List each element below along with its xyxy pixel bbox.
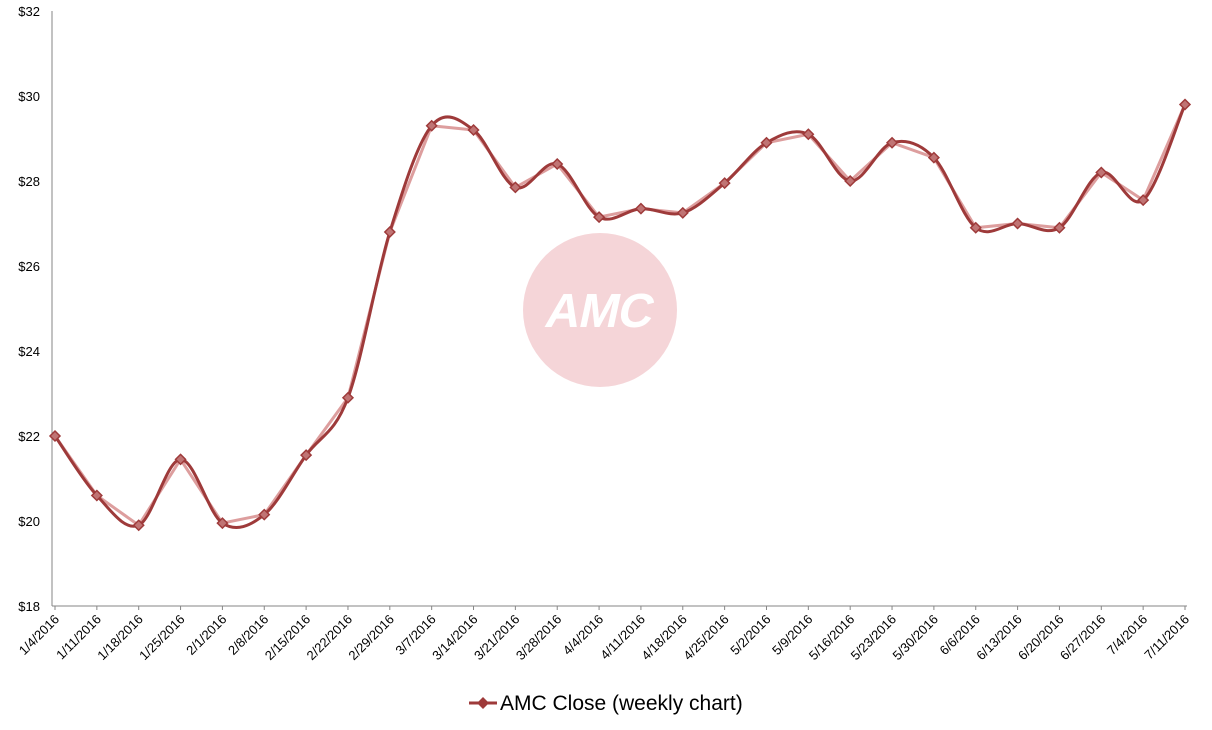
data-point-marker	[844, 174, 857, 188]
data-point-marker	[885, 136, 899, 149]
data-point-marker	[216, 517, 229, 530]
watermark-logo: AMC	[523, 233, 677, 387]
data-point-marker	[1011, 217, 1024, 230]
data-point-marker	[718, 177, 731, 190]
axes	[51, 11, 1187, 607]
x-tick-label: 4/25/2016	[680, 612, 732, 664]
data-point-marker	[425, 119, 438, 132]
data-point-marker	[760, 136, 773, 149]
data-point-marker	[802, 128, 815, 141]
legend: AMC Close (weekly chart)	[469, 692, 743, 715]
data-point-marker	[132, 519, 145, 532]
data-point-marker	[676, 206, 689, 219]
data-point-marker	[927, 151, 940, 164]
data-point-marker	[509, 181, 522, 194]
watermark-circle	[523, 233, 677, 387]
y-tick-label: $20	[18, 514, 40, 529]
data-point-marker	[1053, 221, 1066, 234]
data-point-marker	[48, 429, 62, 443]
data-point-marker	[1178, 98, 1192, 111]
data-point-marker	[969, 221, 982, 234]
data-point-marker	[551, 157, 564, 171]
x-tick-label: 2/29/2016	[345, 612, 397, 664]
y-tick-label: $18	[18, 599, 40, 614]
data-point-marker	[90, 489, 103, 502]
y-tick-label: $28	[18, 174, 40, 189]
data-point-marker	[300, 449, 313, 462]
x-axis-ticks: 1/4/20161/11/20161/18/20161/25/20162/1/2…	[16, 606, 1192, 663]
data-point-marker	[1095, 166, 1108, 179]
data-point-marker	[383, 225, 396, 239]
y-tick-label: $26	[18, 259, 40, 274]
series-layer	[48, 98, 1192, 532]
data-point-marker	[634, 202, 647, 215]
x-tick-label: 3/28/2016	[513, 612, 565, 664]
data-point-marker	[341, 391, 355, 404]
x-tick-label: 5/2/2016	[727, 612, 773, 658]
y-tick-label: $30	[18, 89, 40, 104]
y-axis-ticks: $18 $20 $22 $24 $26 $28 $30 $32	[18, 4, 40, 614]
watermark-text: AMC	[541, 284, 659, 337]
data-point-marker	[174, 453, 187, 466]
y-tick-label: $24	[18, 344, 40, 359]
x-tick-label: 2/1/2016	[183, 612, 229, 658]
y-tick-label: $22	[18, 429, 40, 444]
data-point-marker	[258, 508, 271, 521]
x-tick-label: 7/11/2016	[1141, 612, 1192, 663]
x-tick-label: 6/27/2016	[1057, 612, 1109, 664]
data-point-marker	[467, 123, 480, 137]
legend-label: AMC Close (weekly chart)	[500, 692, 743, 715]
x-tick-label: 5/30/2016	[890, 612, 942, 664]
y-tick-label: $32	[18, 4, 40, 19]
data-point-marker	[1137, 194, 1150, 207]
series-line-straight	[53, 103, 1187, 528]
data-point-marker	[593, 211, 606, 224]
x-tick-label: 1/25/2016	[136, 612, 188, 664]
legend-marker-swatch	[477, 697, 489, 709]
